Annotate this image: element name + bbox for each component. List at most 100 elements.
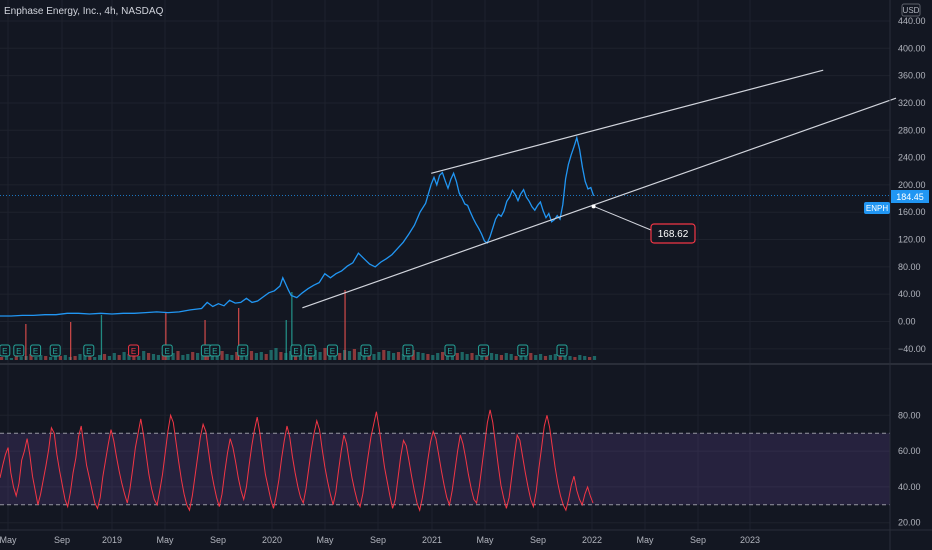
- earnings-marker[interactable]: E: [556, 344, 568, 357]
- volume-bar: [416, 352, 420, 360]
- price-tick-label: 80.00: [898, 262, 921, 272]
- last-price-tag[interactable]: [891, 190, 929, 203]
- earnings-marker-letter: E: [53, 347, 58, 356]
- earnings-marker[interactable]: E: [444, 344, 456, 357]
- time-tick-label: 2022: [582, 535, 602, 545]
- earnings-marker[interactable]: E: [209, 344, 221, 357]
- volume-bar: [186, 354, 190, 360]
- volume-spike: [100, 315, 103, 360]
- volume-bar: [191, 352, 195, 360]
- volume-bar: [73, 356, 77, 360]
- volume-bar: [4, 356, 9, 360]
- earnings-marker[interactable]: E: [402, 344, 414, 357]
- volume-bar: [543, 356, 548, 360]
- time-tick-label: Sep: [690, 535, 706, 545]
- earnings-marker[interactable]: E: [517, 344, 529, 357]
- earnings-marker[interactable]: E: [304, 344, 316, 357]
- volume-bar: [9, 358, 13, 360]
- earnings-marker[interactable]: E: [478, 344, 490, 357]
- volume-bar: [475, 355, 479, 360]
- volume-bar: [78, 354, 82, 360]
- earnings-marker[interactable]: E: [237, 344, 249, 357]
- earnings-marker[interactable]: E: [326, 344, 338, 357]
- earnings-marker-letter: E: [33, 347, 38, 356]
- earnings-marker[interactable]: E: [83, 344, 95, 357]
- earnings-marker-letter: E: [363, 347, 368, 356]
- time-tick-label: Sep: [370, 535, 386, 545]
- volume-bar: [176, 351, 180, 360]
- rsi-tick-label: 40.00: [898, 482, 921, 492]
- symbol-tag[interactable]: [864, 202, 890, 214]
- time-tick-label: 2019: [102, 535, 122, 545]
- earnings-marker[interactable]: E: [0, 344, 11, 357]
- volume-bar: [534, 355, 538, 360]
- annotation-anchor-point[interactable]: [591, 204, 596, 209]
- time-tick-label: 2020: [262, 535, 282, 545]
- price-series-line: [0, 135, 595, 317]
- volume-bar: [63, 355, 67, 360]
- volume-bar: [539, 354, 543, 360]
- volume-bar: [93, 357, 97, 360]
- volume-spike: [291, 292, 293, 360]
- volume-bar: [509, 354, 513, 360]
- volume-bar: [245, 354, 249, 360]
- volume-bar: [367, 353, 371, 360]
- earnings-marker-letter: E: [293, 347, 298, 356]
- earnings-marker-box: [478, 344, 490, 357]
- volume-bar: [269, 350, 273, 360]
- volume-bar: [230, 355, 234, 360]
- price-tick-label: 320.00: [898, 98, 926, 108]
- volume-bar: [34, 357, 38, 360]
- price-tick-label: 120.00: [898, 235, 926, 245]
- earnings-marker[interactable]: E: [290, 344, 302, 357]
- volume-bar: [19, 357, 23, 360]
- volume-bar: [147, 353, 151, 360]
- earnings-marker[interactable]: E: [30, 344, 42, 357]
- volume-bar: [171, 353, 175, 360]
- earnings-marker[interactable]: E: [161, 344, 173, 357]
- earnings-marker-box: [556, 344, 568, 357]
- earnings-marker-letter: E: [204, 347, 209, 356]
- volume-bar: [431, 355, 435, 360]
- price-tick-label: 440.00: [898, 16, 926, 26]
- trendline-upper[interactable]: [431, 69, 824, 174]
- time-tick-label: May: [0, 535, 17, 545]
- price-tick-label: −40.00: [898, 344, 926, 354]
- volume-bar: [465, 354, 469, 360]
- volume-bar: [504, 353, 508, 360]
- volume-bar: [39, 355, 43, 360]
- volume-bar: [387, 351, 391, 360]
- time-tick-label: 2021: [422, 535, 442, 545]
- price-tick-label: 360.00: [898, 71, 926, 81]
- time-tick-label: Sep: [54, 535, 70, 545]
- earnings-marker-letter: E: [559, 347, 564, 356]
- earnings-marker[interactable]: E: [13, 344, 25, 357]
- volume-bars: [0, 290, 597, 360]
- volume-bar: [578, 355, 582, 360]
- volume-bar: [122, 352, 126, 360]
- trendline-lower[interactable]: [302, 97, 897, 309]
- volume-bar: [372, 354, 376, 360]
- currency-badge[interactable]: [901, 3, 921, 17]
- price-tick-label: 160.00: [898, 207, 926, 217]
- earnings-marker[interactable]: E: [360, 344, 372, 357]
- earnings-marker-box: [402, 344, 414, 357]
- annotation-box[interactable]: [650, 223, 696, 244]
- volume-bar: [225, 354, 229, 360]
- volume-bar: [142, 351, 146, 360]
- last-price-label: 184.45: [896, 192, 924, 202]
- earnings-marker[interactable]: E: [128, 344, 140, 357]
- earnings-marker-letter: E: [447, 347, 452, 356]
- volume-bar: [44, 356, 48, 360]
- volume-bar: [83, 355, 87, 360]
- earnings-marker[interactable]: E: [49, 344, 61, 357]
- price-tick-label: 280.00: [898, 125, 926, 135]
- earnings-marker-box: [304, 344, 316, 357]
- rsi-axis: 80.00 60.00 40.00 20.00: [898, 410, 921, 527]
- rsi-tick-label: 80.00: [898, 410, 921, 420]
- earnings-marker-box: [237, 344, 249, 357]
- volume-bar: [0, 357, 4, 360]
- volume-bar: [102, 354, 107, 360]
- volume-bar: [558, 356, 562, 360]
